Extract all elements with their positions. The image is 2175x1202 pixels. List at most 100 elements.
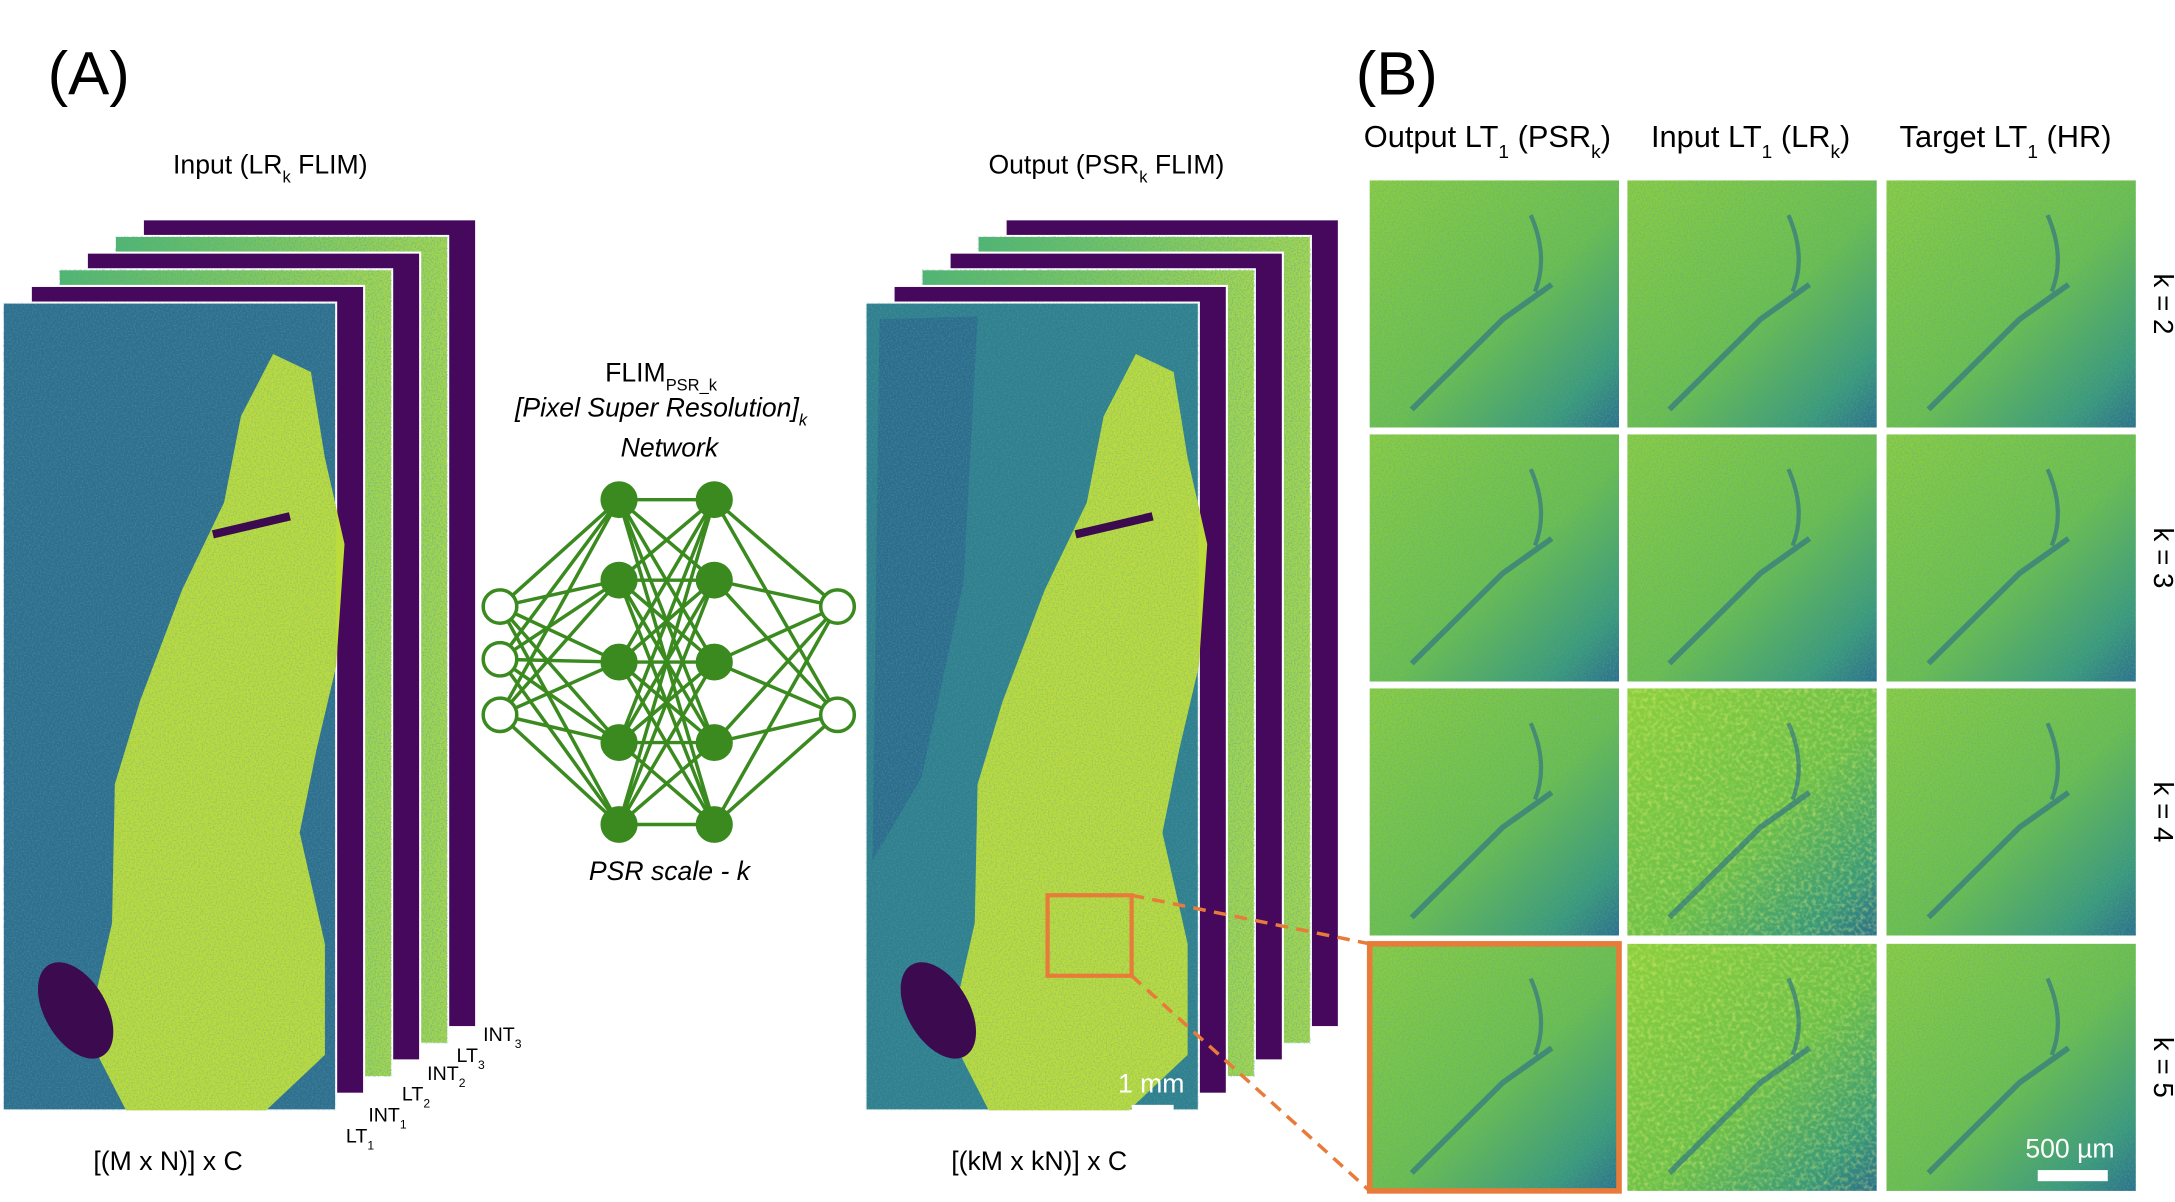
tile-texture (1627, 434, 1877, 682)
column-header-part: 1 (1498, 142, 1509, 163)
column-header-part: ) (1840, 120, 1850, 154)
network-edge (713, 713, 838, 745)
network-edge (617, 741, 716, 826)
tile-texture (1627, 688, 1877, 936)
output-dims: [(kM x kN)] x C (951, 1146, 1127, 1176)
tile-vessel (1786, 468, 1801, 547)
network-node (481, 640, 519, 678)
tile-texture (1369, 180, 1619, 428)
network-node (695, 806, 733, 843)
output-title-part: k (1139, 169, 1148, 187)
network-edge (499, 713, 620, 745)
tile-vessel (1409, 282, 1554, 412)
column-header-part: 1 (1762, 142, 1773, 163)
input-title-part: Input (LR (173, 150, 282, 180)
tile-vessel (1528, 214, 1544, 293)
channel-label: INT1 (368, 1105, 407, 1132)
network-edge (499, 578, 620, 609)
dark-streak (1074, 512, 1154, 539)
tile-vessel (1667, 282, 1812, 412)
network-name-part: FLIM (605, 358, 666, 388)
scale-bar (2037, 1170, 2108, 1182)
network-edge (617, 498, 716, 582)
channel-label: INT3 (483, 1024, 522, 1051)
column-header-part: k (1830, 142, 1840, 163)
channel-label-part: 1 (400, 1118, 407, 1132)
network-name: FLIMPSR_k (605, 358, 718, 395)
column-header: Input LT1 (LRk) (1651, 120, 1850, 162)
network-edge (617, 498, 716, 663)
tile-vessel (1409, 790, 1554, 920)
output-title-part: FLIM) (1148, 150, 1225, 180)
tile-texture (1886, 180, 2136, 428)
input-title-part: k (282, 169, 291, 187)
dark-blob (900, 962, 977, 1059)
channel-label: LT2 (402, 1084, 430, 1111)
channel-label: INT2 (427, 1063, 466, 1090)
input-dims: [(M x N)] x C (93, 1146, 242, 1176)
scale-bar-label: 500 µm (2025, 1134, 2114, 1164)
network-edge (499, 660, 620, 717)
row-label: k = 5 (2148, 1037, 2175, 1098)
row-label: k = 3 (2148, 528, 2175, 589)
tile-vessel (1926, 790, 2071, 920)
network-edge (498, 498, 621, 716)
row-label: k = 4 (2148, 782, 2175, 843)
panel-label: (B) (1356, 39, 1438, 108)
tile-vessel (1786, 977, 1801, 1056)
row-label: k = 2 (2148, 273, 2175, 334)
network-edge (498, 713, 621, 826)
tile-vessel (1786, 214, 1801, 293)
network-node (695, 561, 733, 599)
network-edge (499, 604, 620, 664)
column-header-part: Output LT (1364, 120, 1499, 154)
network-edge (712, 605, 840, 826)
network-edge (617, 499, 716, 825)
highlight-tile (1366, 941, 1622, 1194)
channel-label-part: LT (402, 1084, 423, 1106)
column-header: Target LT1 (HR) (1900, 120, 2112, 162)
column-header-part: 1 (2027, 142, 2038, 163)
tile-vessel (1786, 722, 1801, 801)
tile-vessel (2045, 468, 2060, 547)
network-desc-part: k (799, 411, 808, 429)
network-edge (713, 660, 839, 717)
channel-label-part: INT (427, 1063, 459, 1085)
dark-blob (37, 962, 114, 1059)
output-title-part: Output (PSR (988, 150, 1139, 180)
network-node (481, 588, 519, 625)
input-title: Input (LRk FLIM) (173, 150, 368, 187)
tile-texture (1369, 688, 1619, 936)
column-header-part: (HR) (2038, 120, 2112, 154)
network-node (600, 481, 638, 519)
column-header: Output LT1 (PSRk) (1364, 120, 1611, 162)
tile-vessel (1926, 282, 2071, 412)
column-header-part: (LR (1772, 120, 1830, 154)
network-node (818, 588, 857, 625)
network-edge (713, 578, 838, 609)
network-scale: PSR scale - k (589, 856, 752, 886)
channel-label: LT1 (346, 1125, 374, 1152)
channel-label-part: LT (457, 1045, 478, 1067)
network-word: Network (621, 433, 720, 463)
tile-vessel (1528, 468, 1544, 547)
network-edge (617, 579, 716, 826)
zoom-box (1045, 893, 1134, 978)
tile-texture (1369, 943, 1619, 1191)
network-edge (712, 605, 839, 744)
column-header-part: Target LT (1900, 120, 2028, 154)
tile-vessel (1926, 536, 2071, 666)
network-node (600, 724, 638, 761)
tile-vessel (1667, 1045, 1812, 1175)
channel-label-part: INT (368, 1105, 400, 1127)
network-edge (617, 661, 716, 826)
tile-texture (1886, 434, 2136, 682)
panel-label: (A) (48, 39, 130, 108)
column-header-part: Input LT (1651, 120, 1762, 154)
dark-streak (211, 512, 291, 539)
channel-label-part: 3 (478, 1058, 485, 1072)
tile-vessel (1667, 790, 1812, 920)
network-desc-part: [Pixel Super Resolution] (514, 393, 800, 423)
